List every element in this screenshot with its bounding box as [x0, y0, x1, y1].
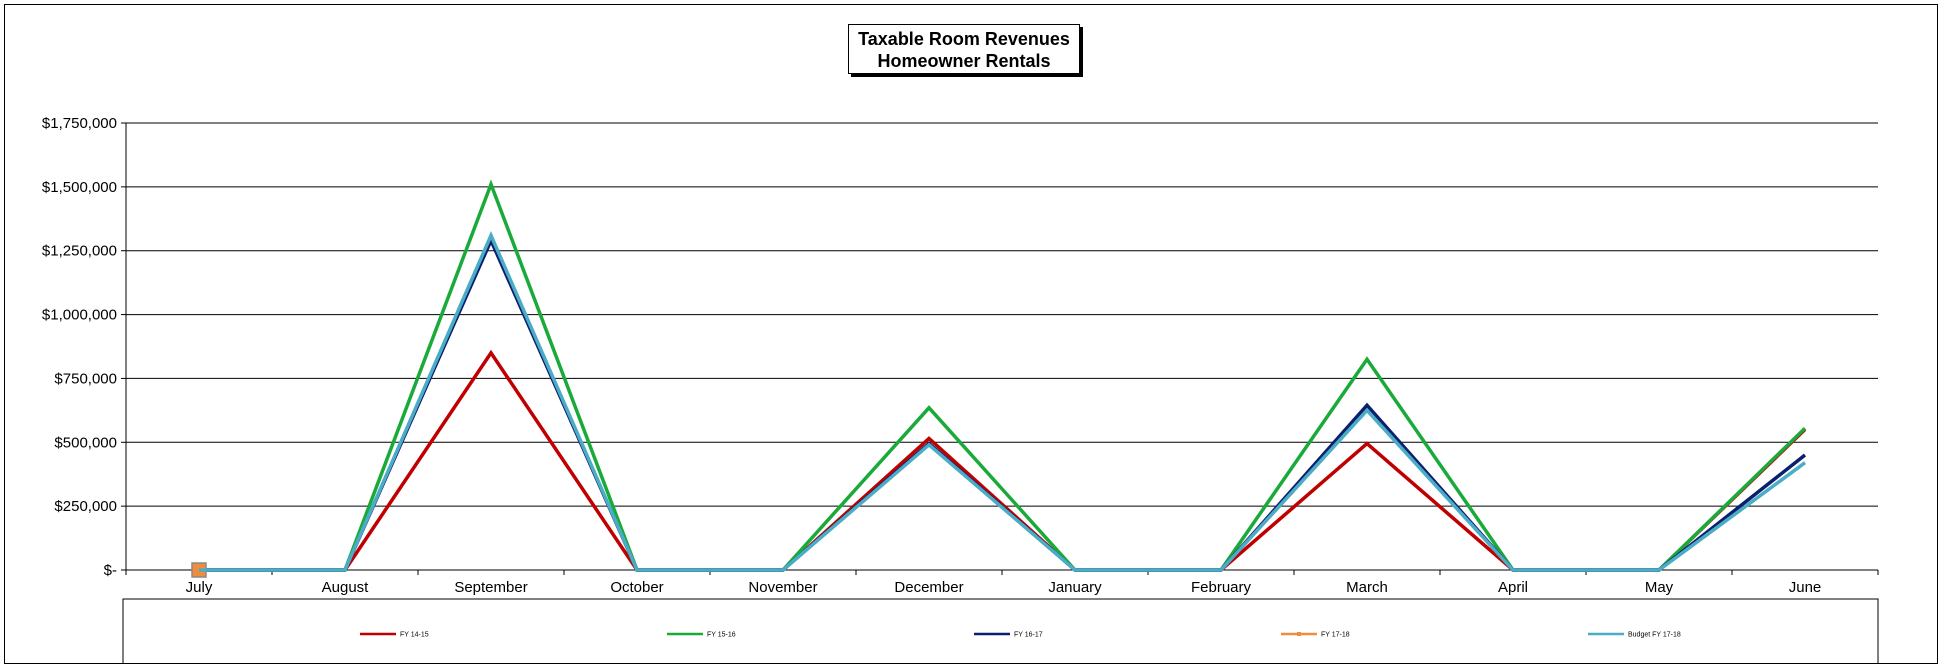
- legend-marker: [1297, 632, 1301, 636]
- x-tick-label: February: [1191, 579, 1252, 596]
- series-line-5: [199, 231, 1807, 572]
- y-tick-label: $1,500,000: [42, 179, 117, 196]
- legend-label: FY 15-16: [707, 632, 736, 639]
- x-tick-label: June: [1789, 579, 1822, 596]
- legend: FY 14-15 FY 15-16 FY 16-17 FY 17-18 Budget F…: [122, 598, 1879, 663]
- y-tick-label: $-: [104, 562, 117, 579]
- legend-box: [122, 598, 1879, 663]
- y-tick-label: $1,000,000: [42, 307, 117, 324]
- axes: $- $250,000 $500,000 $750,000 $1,000,000 $1,2…: [42, 115, 1879, 596]
- x-tick-label: October: [610, 579, 663, 596]
- x-tick-label: September: [454, 579, 527, 596]
- legend-label: FY 16-17: [1014, 632, 1043, 639]
- y-tick-label: $500,000: [54, 434, 117, 451]
- legend-label: Budget FY 17-18: [1628, 632, 1681, 639]
- x-tick-label: November: [748, 579, 817, 596]
- x-tick-label: January: [1048, 579, 1102, 596]
- chart-frame: [4, 4, 1938, 664]
- chart-title-line-2: Homeowner Rentals: [877, 51, 1051, 71]
- series-line-1: [199, 349, 1807, 572]
- legend-label: FY 14-15: [400, 632, 429, 639]
- series-lines: [191, 179, 1807, 578]
- x-tick-label: August: [322, 579, 370, 596]
- x-tick-label: May: [1645, 579, 1674, 596]
- series-line-3: [199, 236, 1807, 572]
- x-tick-label: December: [894, 579, 963, 596]
- chart-title-line-1: Taxable Room Revenues: [858, 29, 1070, 49]
- x-tick-label: April: [1498, 579, 1528, 596]
- series-line-2: [199, 179, 1807, 572]
- x-tick-label: March: [1346, 579, 1388, 596]
- legend-label: FY 17-18: [1321, 632, 1350, 639]
- y-tick-label: $250,000: [54, 498, 117, 515]
- x-tick-label: July: [186, 579, 213, 596]
- chart-title-box: Taxable Room Revenues Homeowner Rentals: [848, 24, 1080, 74]
- y-tick-label: $750,000: [54, 370, 117, 387]
- y-tick-label: $1,250,000: [42, 243, 117, 260]
- y-tick-label: $1,750,000: [42, 115, 117, 132]
